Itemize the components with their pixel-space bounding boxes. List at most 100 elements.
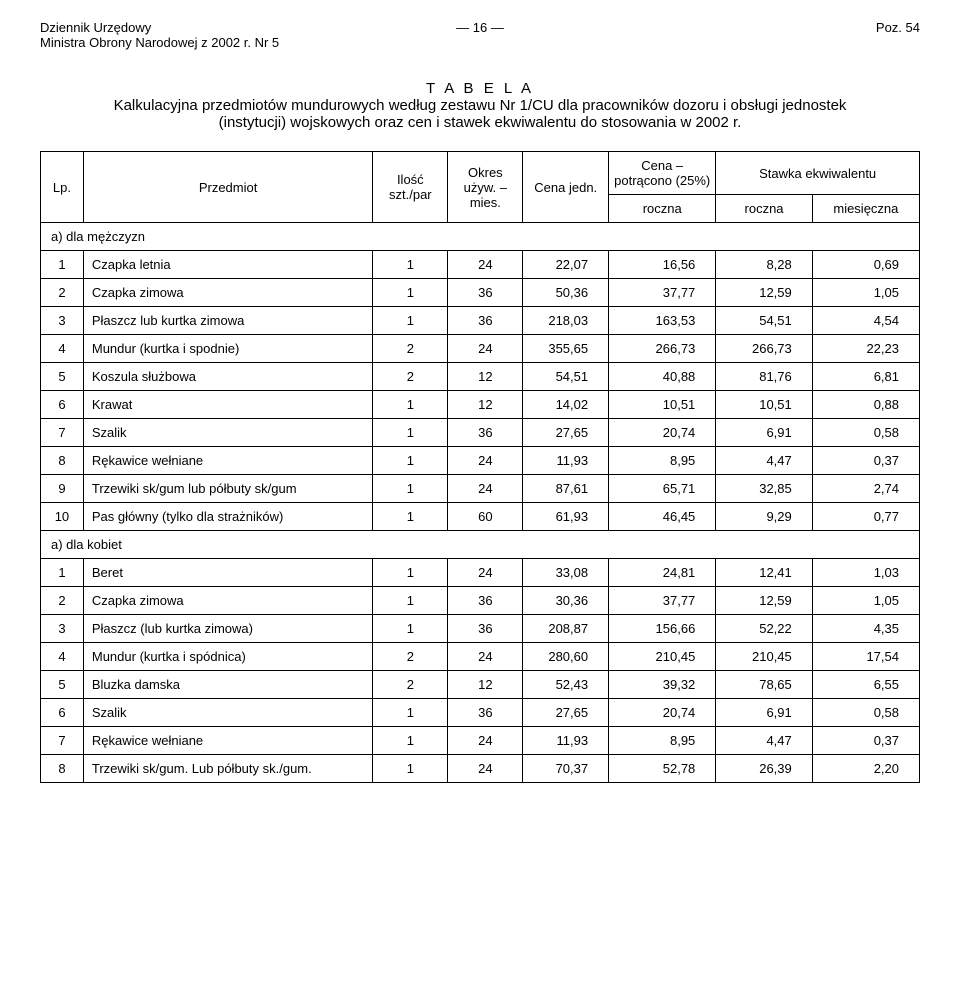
col-stawka: Stawka ekwiwalentu	[716, 152, 920, 195]
cell-lp: 4	[41, 335, 84, 363]
cell-cena: 11,93	[523, 447, 609, 475]
table-header: Lp. Przedmiot Ilość szt./par Okres używ.…	[41, 152, 920, 223]
col-roczna2: roczna	[716, 195, 812, 223]
cell-cena: 280,60	[523, 643, 609, 671]
cell-qty: 1	[373, 755, 448, 783]
cell-cena: 22,07	[523, 251, 609, 279]
cell-period: 24	[448, 643, 523, 671]
section-women: a) dla kobiet	[41, 531, 920, 559]
table-row: 7Rękawice wełniane12411,938,954,470,37	[41, 727, 920, 755]
cell-qty: 1	[373, 727, 448, 755]
cell-cena: 11,93	[523, 727, 609, 755]
cell-lp: 8	[41, 755, 84, 783]
cell-lp: 3	[41, 615, 84, 643]
cell-miesieczna: 6,81	[812, 363, 919, 391]
cell-period: 12	[448, 671, 523, 699]
table-label: T A B E L A	[100, 80, 860, 97]
cell-cena: 27,65	[523, 419, 609, 447]
table-row: 8Trzewiki sk/gum. Lub półbuty sk./gum.12…	[41, 755, 920, 783]
cell-name: Mundur (kurtka i spodnie)	[83, 335, 372, 363]
page-header: Dziennik Urzędowy Ministra Obrony Narodo…	[40, 20, 920, 50]
cell-period: 36	[448, 699, 523, 727]
cell-roczna: 10,51	[716, 391, 812, 419]
cell-period: 24	[448, 475, 523, 503]
cell-period: 36	[448, 419, 523, 447]
cell-roczna: 210,45	[716, 643, 812, 671]
cell-cena: 208,87	[523, 615, 609, 643]
cell-miesieczna: 17,54	[812, 643, 919, 671]
cell-period: 36	[448, 615, 523, 643]
cell-period: 24	[448, 755, 523, 783]
cell-miesieczna: 0,37	[812, 727, 919, 755]
cell-name: Koszula służbowa	[83, 363, 372, 391]
table-row: 1Beret12433,0824,8112,411,03	[41, 559, 920, 587]
cell-qty: 2	[373, 335, 448, 363]
cell-potracono: 52,78	[609, 755, 716, 783]
cell-cena: 52,43	[523, 671, 609, 699]
cell-qty: 1	[373, 475, 448, 503]
cell-lp: 10	[41, 503, 84, 531]
col-miesieczna: miesięczna	[812, 195, 919, 223]
cell-cena: 54,51	[523, 363, 609, 391]
table-body: a) dla mężczyzn1Czapka letnia12422,0716,…	[41, 223, 920, 783]
cell-roczna: 81,76	[716, 363, 812, 391]
cell-cena: 30,36	[523, 587, 609, 615]
table-row: 3Płaszcz (lub kurtka zimowa)136208,87156…	[41, 615, 920, 643]
cell-potracono: 37,77	[609, 279, 716, 307]
cell-miesieczna: 1,05	[812, 279, 919, 307]
cell-potracono: 37,77	[609, 587, 716, 615]
cell-name: Trzewiki sk/gum. Lub półbuty sk./gum.	[83, 755, 372, 783]
page-number: — 16 —	[456, 20, 504, 35]
cell-qty: 2	[373, 363, 448, 391]
cell-qty: 2	[373, 671, 448, 699]
cell-lp: 7	[41, 727, 84, 755]
equivalents-table: Lp. Przedmiot Ilość szt./par Okres używ.…	[40, 151, 920, 783]
cell-miesieczna: 0,37	[812, 447, 919, 475]
cell-miesieczna: 1,05	[812, 587, 919, 615]
table-row: 6Krawat11214,0210,5110,510,88	[41, 391, 920, 419]
cell-potracono: 20,74	[609, 419, 716, 447]
table-description: Kalkulacyjna przedmiotów mundurowych wed…	[100, 97, 860, 131]
cell-miesieczna: 0,69	[812, 251, 919, 279]
cell-miesieczna: 0,77	[812, 503, 919, 531]
cell-potracono: 40,88	[609, 363, 716, 391]
cell-potracono: 20,74	[609, 699, 716, 727]
table-row: 8Rękawice wełniane12411,938,954,470,37	[41, 447, 920, 475]
cell-qty: 2	[373, 643, 448, 671]
position-number: Poz. 54	[876, 20, 920, 35]
col-przedmiot: Przedmiot	[83, 152, 372, 223]
cell-cena: 355,65	[523, 335, 609, 363]
cell-lp: 1	[41, 251, 84, 279]
cell-period: 24	[448, 559, 523, 587]
cell-cena: 218,03	[523, 307, 609, 335]
cell-qty: 1	[373, 615, 448, 643]
table-row: 5Koszula służbowa21254,5140,8881,766,81	[41, 363, 920, 391]
cell-name: Mundur (kurtka i spódnica)	[83, 643, 372, 671]
cell-name: Trzewiki sk/gum lub półbuty sk/gum	[83, 475, 372, 503]
cell-name: Rękawice wełniane	[83, 447, 372, 475]
cell-potracono: 10,51	[609, 391, 716, 419]
cell-cena: 14,02	[523, 391, 609, 419]
col-lp: Lp.	[41, 152, 84, 223]
cell-miesieczna: 2,74	[812, 475, 919, 503]
cell-potracono: 39,32	[609, 671, 716, 699]
cell-qty: 1	[373, 307, 448, 335]
cell-lp: 8	[41, 447, 84, 475]
cell-miesieczna: 0,58	[812, 699, 919, 727]
cell-roczna: 9,29	[716, 503, 812, 531]
cell-lp: 5	[41, 363, 84, 391]
cell-potracono: 8,95	[609, 727, 716, 755]
cell-potracono: 24,81	[609, 559, 716, 587]
cell-potracono: 156,66	[609, 615, 716, 643]
cell-miesieczna: 22,23	[812, 335, 919, 363]
cell-lp: 3	[41, 307, 84, 335]
col-potracono: Cena – potrącono (25%)	[609, 152, 716, 195]
cell-name: Czapka zimowa	[83, 279, 372, 307]
cell-roczna: 32,85	[716, 475, 812, 503]
cell-miesieczna: 0,88	[812, 391, 919, 419]
cell-lp: 6	[41, 699, 84, 727]
cell-period: 60	[448, 503, 523, 531]
journal-line1: Dziennik Urzędowy	[40, 20, 151, 35]
cell-cena: 61,93	[523, 503, 609, 531]
cell-qty: 1	[373, 251, 448, 279]
